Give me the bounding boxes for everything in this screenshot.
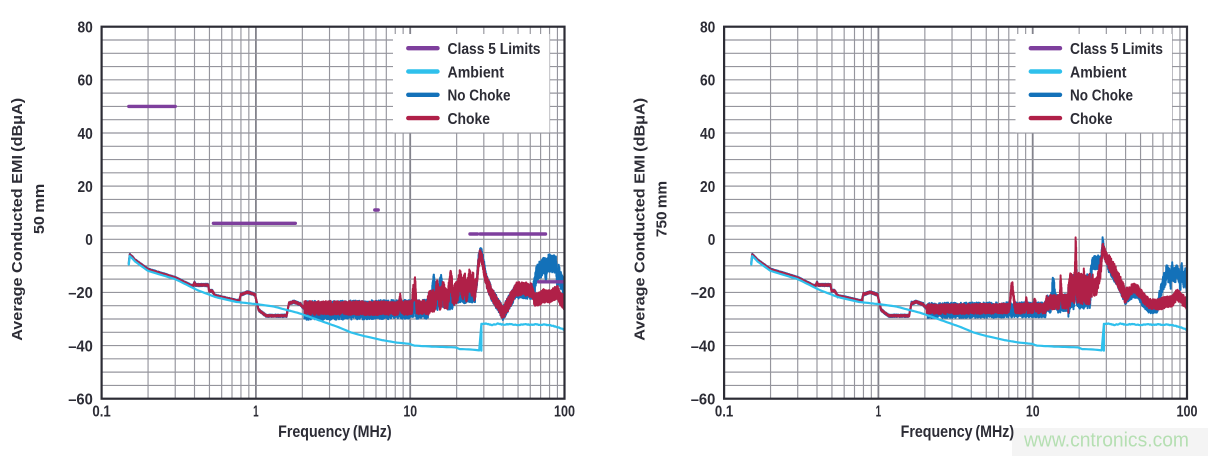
- svg-text:60: 60: [78, 73, 93, 90]
- svg-text:0.1: 0.1: [715, 404, 733, 421]
- svg-text:20: 20: [700, 179, 715, 196]
- svg-text:80: 80: [78, 20, 93, 37]
- svg-text:40: 40: [700, 126, 715, 143]
- svg-text:10: 10: [403, 404, 417, 421]
- svg-text:www.cntronics.com: www.cntronics.com: [1023, 430, 1189, 452]
- svg-text:80: 80: [700, 20, 715, 37]
- svg-text:No Choke: No Choke: [448, 88, 511, 105]
- svg-text:0: 0: [85, 232, 93, 249]
- svg-text:10: 10: [1026, 404, 1040, 421]
- svg-text:Frequency (MHz): Frequency (MHz): [901, 422, 1015, 441]
- svg-text:Frequency (MHz): Frequency (MHz): [278, 422, 392, 441]
- svg-text:Average Conducted EMI (dBμA): Average Conducted EMI (dBμA): [9, 98, 26, 341]
- svg-text:1: 1: [253, 404, 259, 421]
- svg-text:0: 0: [708, 232, 716, 249]
- svg-text:40: 40: [78, 126, 93, 143]
- svg-text:60: 60: [700, 73, 715, 90]
- svg-text:Ambient: Ambient: [1070, 64, 1127, 81]
- svg-text:Class 5 Limits: Class 5 Limits: [448, 41, 541, 58]
- svg-text:100: 100: [1177, 404, 1198, 421]
- svg-text:–20: –20: [68, 285, 93, 302]
- svg-text:750 mm: 750 mm: [653, 181, 670, 237]
- svg-text:Class 5 Limits: Class 5 Limits: [1070, 41, 1163, 58]
- svg-text:–40: –40: [691, 338, 716, 355]
- svg-text:–60: –60: [68, 392, 93, 409]
- svg-text:0.1: 0.1: [92, 404, 110, 421]
- svg-text:Ambient: Ambient: [448, 64, 505, 81]
- svg-text:Average Conducted EMI (dBμA): Average Conducted EMI (dBμA): [631, 98, 648, 341]
- svg-text:No Choke: No Choke: [1070, 88, 1133, 105]
- svg-text:50 mm: 50 mm: [31, 184, 48, 234]
- svg-text:20: 20: [78, 179, 93, 196]
- svg-text:1: 1: [876, 404, 882, 421]
- svg-text:Choke: Choke: [448, 111, 491, 128]
- svg-text:Choke: Choke: [1070, 111, 1113, 128]
- svg-text:100: 100: [554, 404, 575, 421]
- svg-text:–40: –40: [68, 338, 93, 355]
- svg-text:–20: –20: [691, 285, 716, 302]
- svg-text:–60: –60: [691, 392, 716, 409]
